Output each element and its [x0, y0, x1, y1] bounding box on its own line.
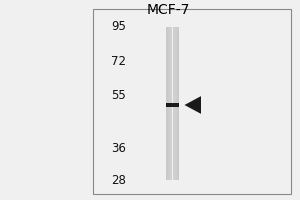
Bar — [169, 27, 170, 180]
Text: 72: 72 — [111, 55, 126, 68]
Bar — [174, 27, 175, 180]
Text: 36: 36 — [111, 142, 126, 155]
Bar — [171, 27, 172, 180]
Text: 95: 95 — [111, 20, 126, 33]
Bar — [170, 27, 171, 180]
Bar — [168, 27, 169, 180]
Bar — [176, 27, 177, 180]
Bar — [169, 27, 170, 180]
Bar — [173, 27, 174, 180]
Bar — [166, 103, 179, 107]
Bar — [172, 27, 173, 180]
Polygon shape — [184, 96, 201, 114]
Bar — [166, 27, 167, 180]
Bar — [175, 27, 176, 180]
FancyBboxPatch shape — [93, 9, 291, 194]
Bar — [167, 27, 168, 180]
Text: MCF-7: MCF-7 — [146, 3, 190, 17]
Text: 28: 28 — [111, 174, 126, 187]
Bar — [178, 27, 179, 180]
Text: 55: 55 — [111, 89, 126, 102]
